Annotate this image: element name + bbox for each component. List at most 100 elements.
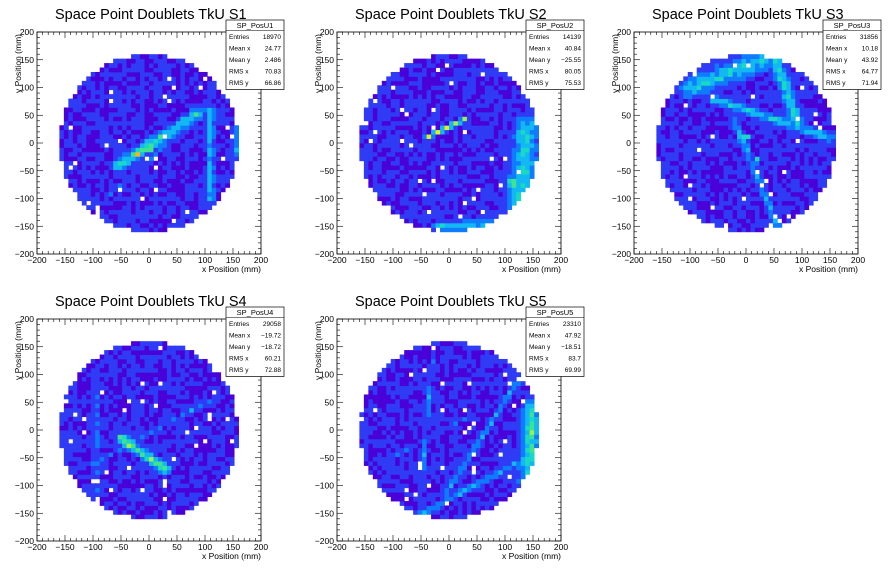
heatmap-cell bbox=[149, 76, 154, 82]
heatmap-cell bbox=[63, 421, 69, 426]
heatmap-cell bbox=[189, 165, 195, 171]
heatmap-cell bbox=[665, 98, 671, 104]
heatmap-cell bbox=[413, 129, 419, 135]
heatmap-cell bbox=[431, 151, 436, 157]
heatmap-cell bbox=[772, 178, 778, 184]
heatmap-cell bbox=[135, 80, 141, 86]
heatmap-cell bbox=[683, 116, 689, 122]
heatmap-cell bbox=[117, 447, 123, 453]
heatmap-cell bbox=[386, 196, 392, 202]
heatmap-cell bbox=[99, 120, 105, 126]
heatmap-cell bbox=[444, 165, 450, 171]
heatmap-cell bbox=[113, 461, 119, 466]
heatmap-cell bbox=[113, 443, 119, 449]
heatmap-cell bbox=[449, 111, 454, 117]
heatmap-cell bbox=[687, 165, 693, 171]
heatmap-cell bbox=[99, 354, 105, 360]
heatmap-cell bbox=[493, 120, 499, 126]
heatmap-cell bbox=[719, 156, 724, 162]
heatmap-cell bbox=[493, 165, 499, 171]
heatmap-cell bbox=[435, 58, 441, 64]
heatmap-cell bbox=[117, 191, 123, 197]
heatmap-cell bbox=[737, 120, 742, 126]
heatmap-cell bbox=[417, 67, 423, 73]
heatmap-cell bbox=[822, 120, 828, 126]
heatmap-cell bbox=[108, 76, 114, 82]
heatmap-cell bbox=[122, 358, 127, 364]
heatmap-cell bbox=[104, 116, 110, 122]
heatmap-cell bbox=[534, 138, 539, 144]
heatmap-cell bbox=[90, 98, 96, 104]
heatmap-cell bbox=[202, 80, 208, 86]
heatmap-cell bbox=[489, 89, 495, 95]
heatmap-cell bbox=[171, 200, 177, 206]
heatmap-cell bbox=[746, 85, 751, 91]
heatmap-cell bbox=[126, 363, 132, 369]
heatmap-cell bbox=[723, 98, 729, 104]
histogram-panel-4: Space Point Doublets TkU S4−200 −150 −100−… bbox=[13, 294, 285, 561]
heatmap-cell bbox=[511, 107, 517, 113]
heatmap-cell bbox=[108, 71, 114, 77]
heatmap-cell bbox=[162, 67, 168, 73]
heatmap-cell bbox=[741, 89, 747, 95]
heatmap-cell bbox=[395, 103, 401, 108]
heatmap-cell bbox=[692, 143, 698, 148]
heatmap-cell bbox=[404, 134, 410, 139]
heatmap-cell bbox=[444, 151, 450, 157]
heatmap-cell bbox=[772, 169, 778, 175]
heatmap-cell bbox=[144, 501, 150, 506]
heatmap-cell bbox=[86, 103, 92, 108]
heatmap-cell bbox=[211, 174, 217, 179]
heatmap-cell bbox=[683, 107, 689, 113]
heatmap-cell bbox=[68, 116, 74, 122]
heatmap-cell bbox=[229, 156, 235, 162]
heatmap-cell bbox=[678, 169, 684, 175]
heatmap-cell bbox=[117, 156, 123, 162]
heatmap-cell bbox=[768, 89, 774, 95]
heatmap-cell bbox=[166, 205, 172, 210]
heatmap-cell bbox=[99, 407, 105, 413]
heatmap-cell bbox=[696, 67, 702, 73]
heatmap-cell bbox=[86, 394, 92, 400]
heatmap-cell bbox=[390, 191, 396, 197]
heatmap-cell bbox=[90, 465, 96, 471]
heatmap-cell bbox=[189, 89, 195, 95]
heatmap-cell bbox=[126, 116, 132, 122]
heatmap-cell bbox=[122, 390, 127, 395]
heatmap-cell bbox=[104, 165, 110, 171]
heatmap-cell bbox=[95, 465, 101, 471]
heatmap-cell bbox=[131, 209, 136, 215]
heatmap-cell bbox=[475, 222, 481, 228]
heatmap-cell bbox=[457, 222, 463, 228]
heatmap-cell bbox=[772, 218, 778, 224]
heatmap-cell bbox=[225, 143, 231, 148]
heatmap-cell bbox=[696, 116, 702, 122]
heatmap-cell bbox=[746, 209, 751, 215]
heatmap-cell bbox=[108, 376, 114, 382]
heatmap-cell bbox=[435, 214, 441, 219]
heatmap-cell bbox=[701, 182, 707, 188]
heatmap-cell bbox=[180, 138, 186, 144]
heatmap-cell bbox=[799, 103, 805, 108]
heatmap-cell bbox=[444, 205, 450, 210]
heatmap-cell bbox=[817, 165, 823, 171]
y-tick-label: 150 bbox=[617, 55, 631, 65]
heatmap-cell bbox=[678, 80, 684, 86]
heatmap-cell bbox=[77, 452, 83, 458]
heatmap-cell bbox=[180, 182, 186, 188]
heatmap-cell bbox=[754, 98, 760, 104]
heatmap-cell bbox=[144, 182, 150, 188]
heatmap-cell bbox=[207, 107, 213, 113]
heatmap-cell bbox=[404, 160, 410, 166]
heatmap-cell bbox=[86, 416, 92, 422]
heatmap-cell bbox=[395, 200, 401, 206]
heatmap-cell bbox=[386, 80, 392, 86]
heatmap-cell bbox=[162, 209, 168, 215]
heatmap-cell bbox=[457, 156, 463, 162]
heatmap-cell bbox=[710, 191, 716, 197]
heatmap-cell bbox=[498, 107, 504, 113]
heatmap-cell bbox=[162, 187, 168, 193]
heatmap-cell bbox=[229, 151, 235, 157]
heatmap-cell bbox=[81, 85, 87, 91]
heatmap-cell bbox=[728, 125, 733, 131]
